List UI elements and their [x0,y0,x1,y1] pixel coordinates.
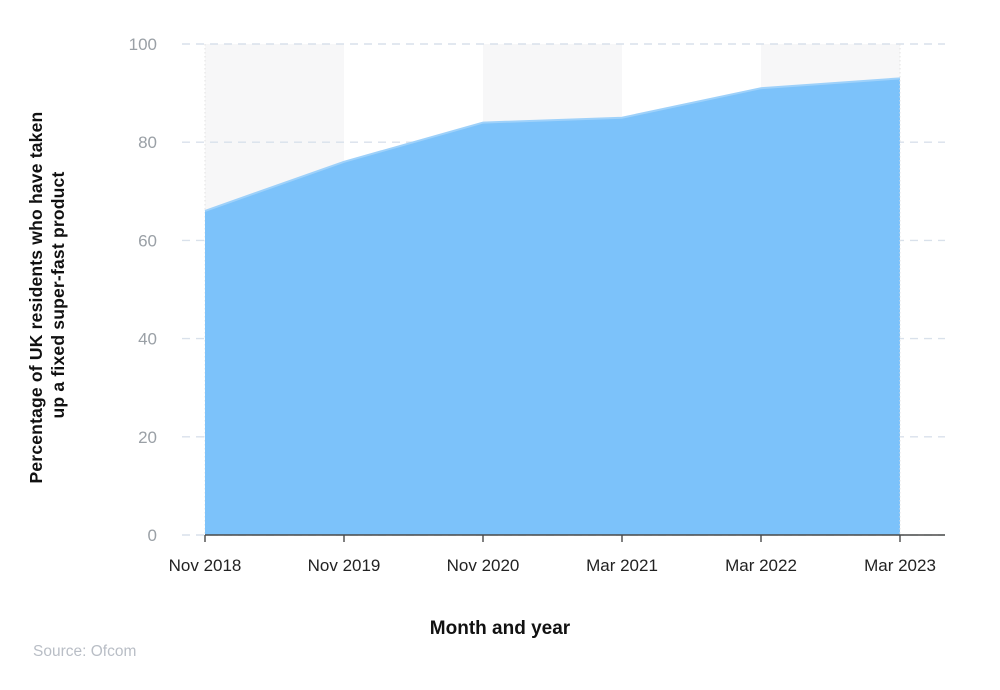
y-tick-label: 40 [138,330,157,349]
x-axis-tick-labels: Nov 2018 Nov 2019 Nov 2020 Mar 2021 Mar 2022… [169,556,936,575]
source-note: Source: Ofcom [33,643,136,660]
x-axis-title: Month and year [430,618,571,639]
y-axis-title-line2: up a fixed super-fast product [48,172,68,419]
y-tick-label: 20 [138,428,157,447]
y-tick-label: 60 [138,231,157,250]
y-tick-label: 80 [138,133,157,152]
x-tick-label: Mar 2021 [586,556,658,575]
y-axis-tick-labels: 0 20 40 60 80 100 [129,35,157,545]
area-series [205,78,900,536]
area-series-top-edge [204,77,901,212]
x-axis [204,534,945,542]
y-tick-label: 0 [148,526,157,545]
x-tick-label: Mar 2023 [864,556,936,575]
x-tick-label: Nov 2018 [169,556,242,575]
y-axis-title: Percentage of UK residents who have take… [26,107,68,484]
x-tick-label: Nov 2019 [308,556,381,575]
x-tick-label: Mar 2022 [725,556,797,575]
x-tick-label: Nov 2020 [447,556,520,575]
y-axis-title-line1: Percentage of UK residents who have take… [26,112,46,484]
y-tick-label: 100 [129,35,157,54]
